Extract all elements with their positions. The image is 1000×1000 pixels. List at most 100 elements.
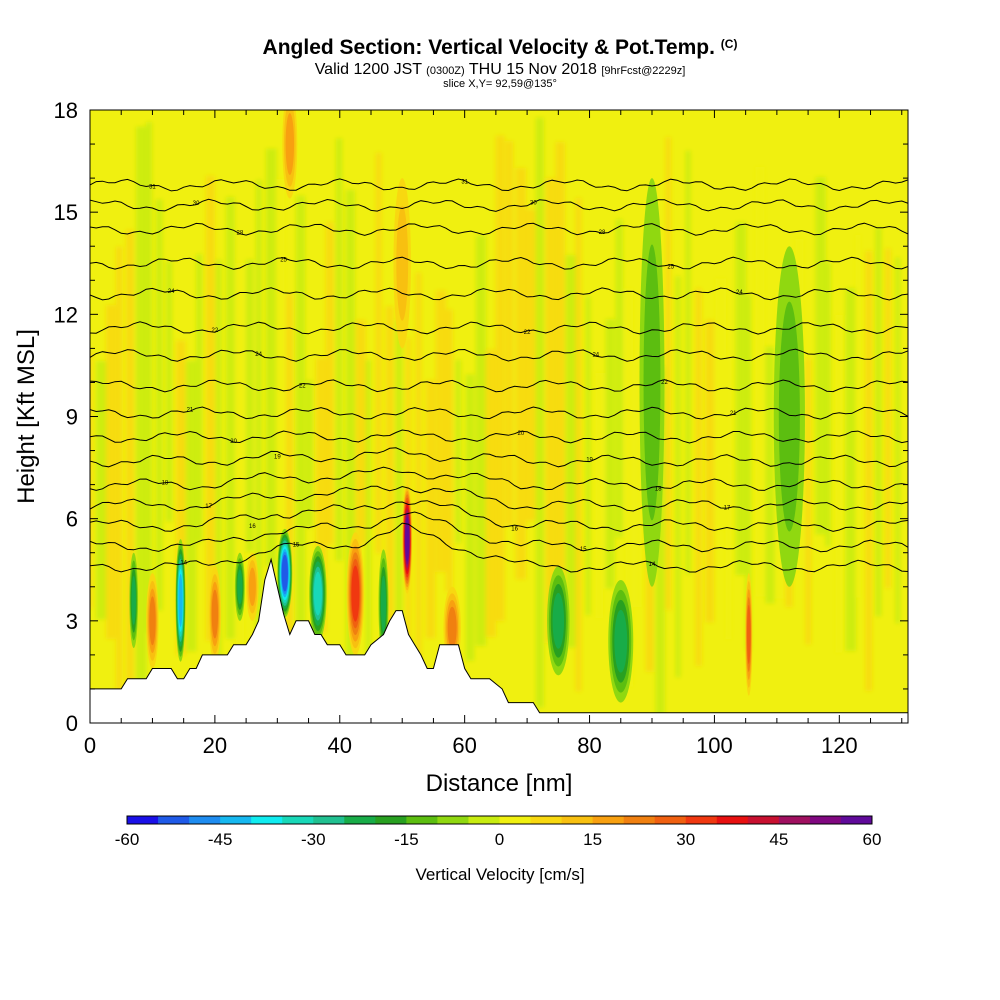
core-band: [614, 609, 628, 673]
isentrope-line: [90, 178, 908, 192]
field-streak: [705, 319, 715, 623]
y-tick-label: 18: [54, 98, 78, 123]
field-streak: [205, 175, 215, 641]
colorbar-swatch: [313, 816, 345, 824]
colorbar-swatch: [654, 816, 687, 824]
isentrope-label: 31: [461, 180, 468, 186]
y-axis-label: Height [Kft MSL]: [13, 329, 40, 504]
x-tick-label: 100: [696, 733, 733, 758]
downdraft-core: [547, 566, 570, 676]
isentrope-label: 30: [530, 201, 537, 207]
updraft-core: [282, 110, 298, 199]
field-streak: [725, 358, 732, 639]
field-streak: [605, 319, 615, 589]
colorbar-frame: [126, 815, 873, 825]
core-band: [447, 606, 457, 649]
terrain-mask: [89, 557, 909, 724]
x-tick-label: 0: [84, 733, 96, 758]
core-band: [313, 571, 322, 616]
isentrope-label: 19: [274, 455, 281, 461]
isentrope-label: 16: [511, 527, 518, 533]
isentrope-line: [90, 379, 908, 393]
field-streak: [825, 262, 831, 547]
field-streak: [165, 261, 173, 522]
isentrope-label: 24: [168, 289, 175, 295]
field-streak: [195, 254, 203, 543]
core-band: [405, 516, 410, 562]
terrain-shape: [89, 557, 909, 724]
isentrope-line: [90, 511, 908, 553]
field-streak: [855, 235, 861, 598]
field-streak: [245, 259, 254, 552]
colorbar-tick-label: 60: [863, 830, 882, 849]
field-streak: [315, 358, 327, 633]
field-streak: [695, 288, 702, 666]
field-streak: [135, 126, 147, 713]
colorbar: -60 -45 -30 -15 0 15 30 45 60 Vertical Velocity […: [115, 815, 882, 884]
colorbar-swatch: [282, 816, 314, 824]
isentrope-label: 20: [518, 431, 525, 437]
field-streak: [90, 350, 93, 609]
field-streak: [545, 177, 556, 644]
isentrope-label: 28: [599, 230, 606, 236]
colorbar-swatch: [778, 816, 811, 824]
isentrope-line: [90, 348, 908, 362]
field-streak: [565, 255, 577, 648]
field-streak: [295, 195, 306, 643]
updraft-core: [745, 573, 753, 696]
field-streak: [895, 257, 901, 624]
isentrope-label: 14: [180, 560, 187, 566]
downdraft-core: [773, 246, 805, 587]
colorbar-swatch: [623, 816, 656, 824]
field-streak: [805, 358, 812, 645]
core-band: [131, 575, 136, 625]
colorbar-tick-label: -30: [301, 830, 326, 849]
isentrope-label: 28: [237, 231, 244, 237]
field-streak: [155, 199, 163, 611]
isentrope-label: 22: [299, 384, 306, 390]
field-streak: [115, 246, 123, 708]
colorbar-label: Vertical Velocity [cm/s]: [415, 865, 584, 884]
core-band: [396, 205, 409, 321]
field-streak: [845, 287, 857, 652]
isentrope-label: 24: [736, 290, 743, 296]
chart-title: Angled Section: Vertical Velocity & Pot.…: [0, 36, 1000, 60]
isentrope-line: [90, 321, 908, 335]
colorbar-swatch: [561, 816, 594, 824]
field-streak: [215, 259, 222, 678]
core-band: [211, 589, 219, 639]
isentrope-label: 17: [724, 505, 731, 511]
field-streak: [355, 319, 366, 546]
isentrope-line: [90, 406, 908, 420]
colorbar-swatch: [840, 816, 873, 824]
x-tick-label: 120: [821, 733, 858, 758]
field-streak: [715, 278, 727, 530]
chart-title-main: Angled Section: Vertical Velocity & Pot.…: [262, 36, 715, 59]
field-streak: [325, 222, 334, 545]
field-streak: [185, 360, 197, 652]
axes: 0 20 40 60 80 100 120 0 3 6 9 12 15 18 Distance [nm] He…: [13, 98, 909, 797]
field-streak: [485, 349, 497, 637]
field-streak: [395, 319, 403, 651]
field-streak: [495, 135, 505, 622]
colorbar-swatch: [220, 816, 252, 824]
field-streak: [535, 117, 544, 708]
colorbar-tick-label: -60: [115, 830, 140, 849]
field-streak: [95, 361, 107, 620]
isentrope-line: [90, 287, 908, 301]
isentrope-label: 24: [592, 352, 599, 358]
updraft-core: [208, 566, 222, 662]
core-band: [746, 605, 751, 664]
chart-slice-info: slice X,Y= 92,59@135°: [443, 78, 557, 90]
field-streak: [305, 380, 313, 528]
field-streak: [595, 372, 603, 618]
updraft-core: [246, 552, 259, 621]
colorbar-swatch: [809, 816, 842, 824]
colorbar-swatch: [592, 816, 625, 824]
field-streak: [885, 248, 891, 588]
field-streak: [635, 359, 642, 607]
field-streak: [235, 263, 244, 657]
updraft-core: [146, 573, 159, 669]
core-band: [281, 554, 288, 592]
field-streak: [435, 290, 447, 573]
